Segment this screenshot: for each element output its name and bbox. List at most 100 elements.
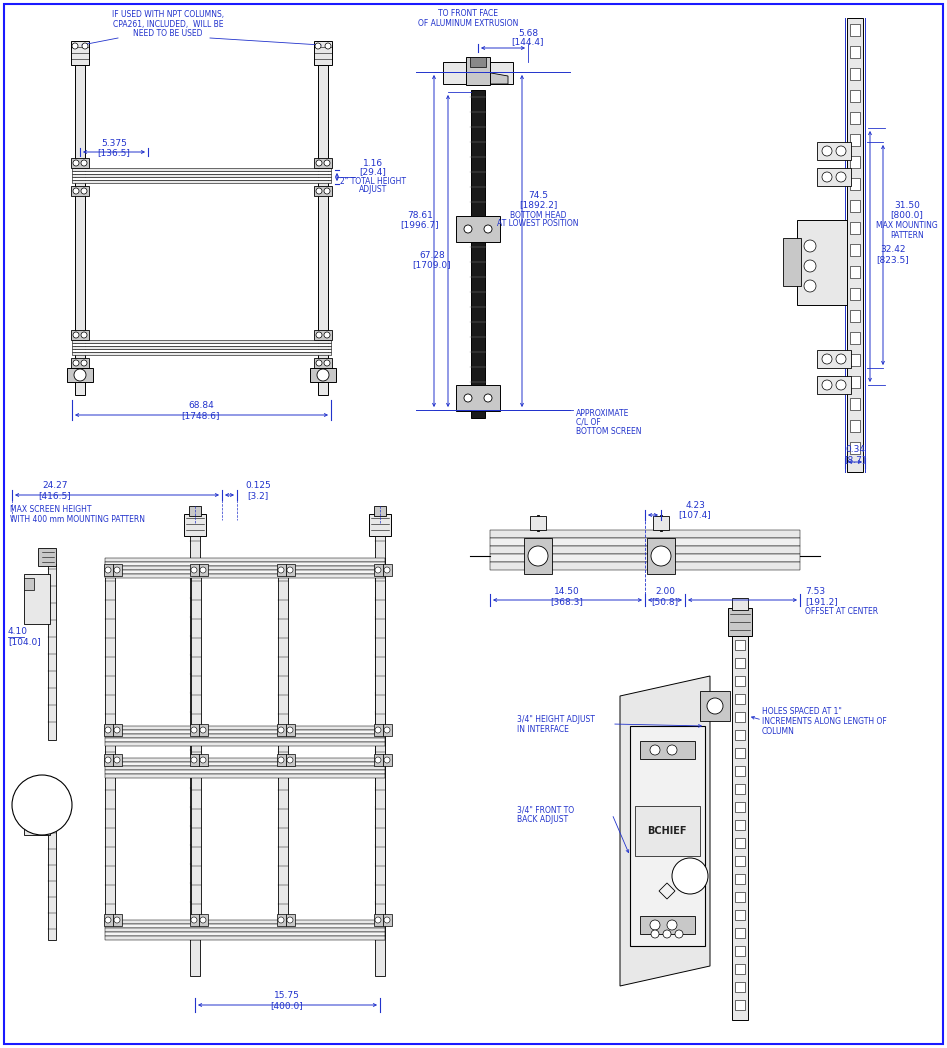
Text: C/L OF: C/L OF <box>576 417 600 427</box>
Bar <box>817 141 851 160</box>
Bar <box>375 558 385 938</box>
Bar <box>277 754 286 766</box>
Bar <box>735 658 745 668</box>
Text: ADJUST: ADJUST <box>359 185 387 195</box>
Bar <box>105 558 385 562</box>
Bar <box>71 158 89 168</box>
Circle shape <box>73 332 79 339</box>
Bar <box>105 766 385 770</box>
Circle shape <box>105 917 111 923</box>
Bar <box>383 564 392 576</box>
Circle shape <box>81 188 87 194</box>
Text: 4.10: 4.10 <box>8 628 28 636</box>
Text: [136.5]: [136.5] <box>98 149 131 157</box>
Bar <box>850 134 860 146</box>
Bar <box>105 570 385 574</box>
Text: 3/4" HEIGHT ADJUST: 3/4" HEIGHT ADJUST <box>517 716 595 724</box>
Bar <box>71 185 89 196</box>
Bar <box>732 598 748 610</box>
Bar <box>732 636 748 1020</box>
Circle shape <box>325 43 331 49</box>
Circle shape <box>191 567 197 573</box>
Text: INCREMENTS ALONG LENGTH OF: INCREMENTS ALONG LENGTH OF <box>762 718 886 726</box>
Circle shape <box>324 160 330 166</box>
Bar <box>630 726 705 946</box>
Bar <box>104 914 113 926</box>
Bar <box>190 536 200 976</box>
Circle shape <box>384 727 390 733</box>
Text: 1.16: 1.16 <box>363 158 384 168</box>
Circle shape <box>822 380 832 390</box>
Bar <box>38 548 56 566</box>
Circle shape <box>200 917 206 923</box>
Text: 3/4" FRONT TO: 3/4" FRONT TO <box>517 806 574 814</box>
Circle shape <box>316 361 322 366</box>
Bar <box>190 754 199 766</box>
Circle shape <box>667 920 677 930</box>
Bar <box>443 62 513 84</box>
Bar <box>850 288 860 300</box>
Circle shape <box>375 567 381 573</box>
Bar <box>105 738 385 742</box>
Circle shape <box>316 332 322 339</box>
Circle shape <box>836 172 846 182</box>
Text: 32.42: 32.42 <box>881 245 905 255</box>
Text: IF USED WITH NPT COLUMNS,: IF USED WITH NPT COLUMNS, <box>112 9 224 19</box>
Text: [1996.7]: [1996.7] <box>401 220 439 230</box>
Bar <box>735 802 745 812</box>
Bar <box>105 932 385 936</box>
Text: BACK ADJUST: BACK ADJUST <box>517 815 568 825</box>
Bar <box>735 964 745 974</box>
Circle shape <box>528 546 548 566</box>
Bar <box>735 892 745 902</box>
Bar <box>735 784 745 794</box>
Bar <box>850 420 860 432</box>
Bar <box>850 200 860 212</box>
Bar <box>797 220 847 305</box>
Bar <box>24 574 50 624</box>
Circle shape <box>324 361 330 366</box>
Bar <box>314 185 332 196</box>
Circle shape <box>484 394 492 402</box>
Text: [50.8]: [50.8] <box>652 597 679 607</box>
Bar <box>113 914 122 926</box>
Circle shape <box>105 727 111 733</box>
Bar <box>850 46 860 58</box>
Text: 24.27: 24.27 <box>43 481 68 490</box>
Text: MAX MOUNTING: MAX MOUNTING <box>876 221 938 231</box>
Text: CPA261, INCLUDED,  WILL BE: CPA261, INCLUDED, WILL BE <box>113 20 223 28</box>
Circle shape <box>200 757 206 763</box>
Circle shape <box>81 361 87 366</box>
Bar <box>24 578 34 590</box>
Bar <box>850 354 860 366</box>
Bar <box>735 820 745 830</box>
Circle shape <box>317 369 329 381</box>
Text: [400.0]: [400.0] <box>271 1002 303 1010</box>
Text: [107.4]: [107.4] <box>679 510 711 520</box>
Bar <box>314 330 332 340</box>
Bar <box>640 916 695 934</box>
Text: [823.5]: [823.5] <box>877 256 909 264</box>
Bar <box>72 340 331 343</box>
Bar <box>850 332 860 344</box>
Bar <box>71 41 89 65</box>
Circle shape <box>278 917 284 923</box>
Bar <box>735 874 745 885</box>
Bar <box>735 856 745 866</box>
Circle shape <box>114 727 120 733</box>
Bar <box>105 742 385 746</box>
Circle shape <box>836 146 846 156</box>
Bar <box>817 168 851 185</box>
Bar <box>374 506 386 516</box>
Text: BOTTOM HEAD: BOTTOM HEAD <box>509 211 566 219</box>
Circle shape <box>464 225 472 233</box>
Bar <box>199 564 208 576</box>
Bar <box>104 754 113 766</box>
Bar <box>105 762 385 766</box>
Bar <box>850 398 860 410</box>
Bar <box>783 238 801 286</box>
Text: [144.4]: [144.4] <box>511 38 545 46</box>
Bar <box>850 24 860 36</box>
Bar <box>28 792 36 820</box>
Text: TO FRONT FACE: TO FRONT FACE <box>438 9 498 19</box>
